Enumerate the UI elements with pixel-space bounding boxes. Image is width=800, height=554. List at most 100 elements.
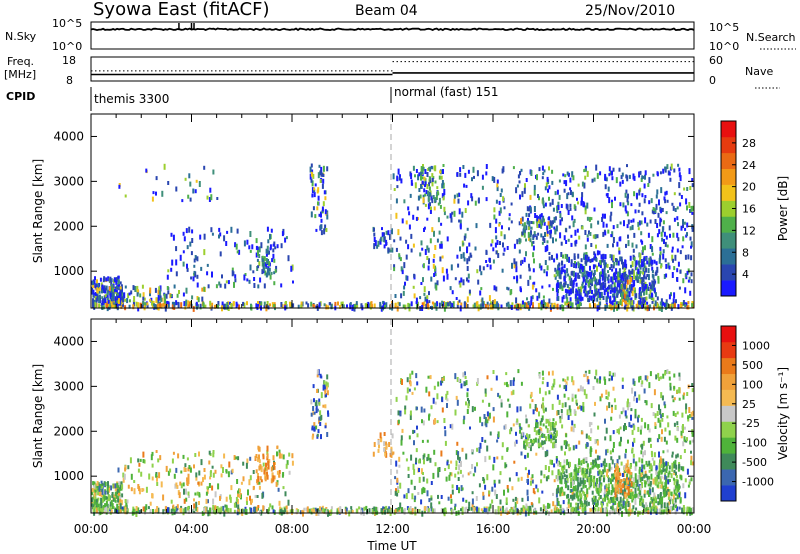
power-cell bbox=[561, 266, 564, 270]
velocity-cell bbox=[384, 449, 387, 453]
power-cell bbox=[502, 196, 505, 202]
velocity-cell bbox=[541, 381, 544, 385]
velocity-cell bbox=[486, 375, 489, 380]
power-cell bbox=[626, 196, 629, 203]
power-cell bbox=[543, 238, 546, 243]
velocity-cell bbox=[583, 470, 586, 476]
velocity-cell bbox=[577, 388, 580, 392]
power-cell bbox=[167, 302, 170, 308]
velocity-cell bbox=[187, 509, 190, 514]
velocity-cell bbox=[384, 509, 386, 515]
power-cell bbox=[672, 232, 675, 238]
velocity-cell bbox=[397, 410, 400, 416]
power-cell bbox=[459, 282, 462, 288]
power-cell bbox=[617, 277, 620, 284]
velocity-cell bbox=[547, 475, 550, 480]
velocity-cell bbox=[101, 482, 104, 486]
power-cell bbox=[196, 274, 199, 279]
velocity-cell bbox=[125, 502, 128, 507]
velocity-cell bbox=[567, 498, 570, 504]
power-cell bbox=[114, 296, 117, 301]
velocity-cell bbox=[606, 405, 608, 411]
velocity-cell bbox=[481, 422, 484, 427]
power-cell bbox=[122, 302, 124, 307]
power-cell bbox=[563, 269, 566, 274]
velocity-cell bbox=[677, 466, 680, 472]
power-cell bbox=[587, 281, 590, 288]
power-cell bbox=[253, 277, 256, 281]
velocity-cell bbox=[114, 487, 117, 492]
velocity-cell bbox=[588, 435, 590, 440]
power-cell bbox=[280, 302, 283, 307]
power-cell bbox=[480, 271, 483, 276]
velocity-cell bbox=[605, 396, 608, 400]
velocity-cell bbox=[483, 478, 486, 484]
power-cell bbox=[590, 243, 593, 247]
power-cell bbox=[268, 261, 271, 267]
velocity-cell bbox=[284, 507, 287, 512]
power-cell bbox=[591, 277, 594, 282]
power-cell bbox=[285, 304, 288, 310]
power-cell bbox=[654, 292, 657, 298]
velocity-cell bbox=[175, 467, 178, 473]
power-cell bbox=[586, 254, 589, 259]
velocity-cell bbox=[678, 397, 681, 401]
power-cell bbox=[593, 272, 595, 279]
velocity-cell bbox=[173, 473, 176, 479]
power-cell bbox=[410, 173, 413, 180]
velocity-cell bbox=[512, 379, 515, 386]
power-cell bbox=[180, 302, 183, 309]
power-cell bbox=[577, 286, 580, 291]
velocity-cell bbox=[481, 399, 484, 403]
power-cell bbox=[426, 184, 429, 189]
velocity-cell bbox=[253, 506, 256, 512]
power-cell bbox=[130, 290, 133, 295]
power-cell bbox=[604, 282, 607, 287]
velocity-cell bbox=[638, 394, 641, 401]
power-cell bbox=[687, 254, 690, 260]
power-colorbar-label: 28 bbox=[742, 137, 756, 150]
power-cell bbox=[316, 206, 319, 211]
velocity-cell bbox=[527, 424, 530, 428]
velocity-cell bbox=[648, 428, 651, 433]
power-cell bbox=[571, 285, 574, 292]
velocity-cell bbox=[633, 425, 636, 431]
power-cell bbox=[684, 254, 687, 260]
velocity-cell bbox=[586, 463, 589, 468]
velocity-cell bbox=[538, 373, 541, 379]
power-cell bbox=[615, 258, 618, 262]
velocity-cell bbox=[250, 507, 253, 514]
velocity-cell bbox=[251, 509, 254, 514]
power-cell bbox=[102, 278, 105, 283]
velocity-cell bbox=[665, 476, 668, 483]
velocity-cell bbox=[542, 504, 545, 511]
power-cell bbox=[545, 271, 548, 277]
velocity-cell bbox=[179, 507, 182, 512]
velocity-cell bbox=[641, 482, 643, 489]
power-cell bbox=[380, 236, 383, 242]
velocity-cell bbox=[497, 510, 500, 515]
velocity-cell bbox=[193, 503, 196, 509]
velocity-cell bbox=[207, 499, 209, 504]
velocity-cell bbox=[204, 507, 207, 513]
velocity-cell bbox=[616, 429, 619, 434]
velocity-cell bbox=[606, 396, 609, 400]
power-cell bbox=[627, 193, 629, 199]
velocity-cell bbox=[210, 470, 212, 474]
velocity-cell bbox=[302, 510, 304, 517]
power-cell bbox=[397, 301, 400, 305]
velocity-cell bbox=[606, 448, 609, 453]
power-cell bbox=[421, 247, 424, 251]
power-cell bbox=[656, 189, 659, 195]
power-cell bbox=[653, 259, 656, 264]
velocity-cell bbox=[660, 469, 663, 475]
power-cell bbox=[263, 301, 266, 306]
power-cell bbox=[672, 205, 675, 211]
velocity-cell bbox=[590, 448, 593, 452]
power-cell bbox=[320, 172, 323, 177]
power-cell bbox=[181, 199, 184, 203]
velocity-cell bbox=[440, 380, 443, 386]
power-cell bbox=[648, 261, 651, 267]
power-cell bbox=[626, 211, 629, 217]
velocity-cell bbox=[325, 393, 327, 398]
